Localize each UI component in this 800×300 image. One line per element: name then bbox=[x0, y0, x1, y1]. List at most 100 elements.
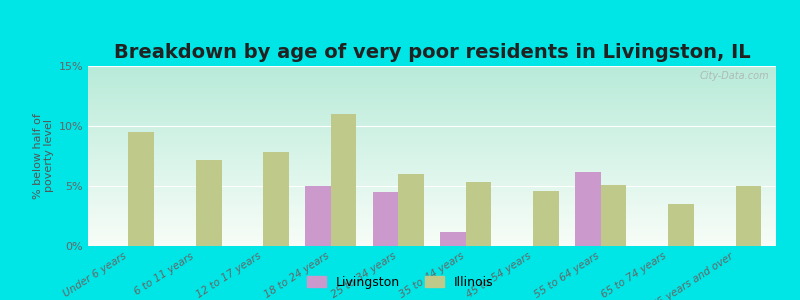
Y-axis label: % below half of
poverty level: % below half of poverty level bbox=[33, 113, 54, 199]
Bar bbox=[88, 204, 776, 205]
Bar bbox=[575, 172, 601, 246]
Bar bbox=[88, 113, 776, 114]
Bar bbox=[88, 104, 776, 105]
Bar bbox=[373, 192, 398, 246]
Bar bbox=[88, 230, 776, 231]
Bar bbox=[331, 114, 357, 246]
Bar bbox=[398, 174, 424, 246]
Bar bbox=[88, 175, 776, 176]
Bar bbox=[88, 169, 776, 170]
Bar bbox=[88, 161, 776, 162]
Bar bbox=[88, 223, 776, 224]
Bar bbox=[88, 231, 776, 232]
Bar bbox=[88, 205, 776, 206]
Bar bbox=[88, 214, 776, 215]
Bar bbox=[88, 153, 776, 154]
Bar bbox=[88, 139, 776, 140]
Bar bbox=[88, 193, 776, 194]
Bar bbox=[88, 71, 776, 72]
Bar bbox=[88, 168, 776, 169]
Bar bbox=[88, 187, 776, 188]
Bar bbox=[196, 160, 222, 246]
Bar bbox=[88, 171, 776, 172]
Bar bbox=[88, 165, 776, 166]
Bar bbox=[88, 228, 776, 229]
Bar bbox=[88, 93, 776, 94]
Bar bbox=[88, 156, 776, 157]
Bar bbox=[88, 173, 776, 174]
Bar bbox=[88, 98, 776, 99]
Bar bbox=[88, 234, 776, 235]
Bar bbox=[88, 164, 776, 165]
Bar bbox=[88, 224, 776, 225]
Bar bbox=[88, 123, 776, 124]
Bar bbox=[88, 90, 776, 91]
Bar bbox=[88, 206, 776, 207]
Bar bbox=[88, 125, 776, 126]
Bar bbox=[88, 137, 776, 138]
Bar bbox=[88, 119, 776, 120]
Bar bbox=[88, 67, 776, 68]
Bar bbox=[88, 112, 776, 113]
Bar bbox=[88, 239, 776, 240]
Bar bbox=[88, 74, 776, 75]
Bar bbox=[88, 77, 776, 78]
Bar bbox=[88, 132, 776, 133]
Bar bbox=[88, 92, 776, 93]
Bar bbox=[88, 199, 776, 200]
Bar bbox=[88, 81, 776, 82]
Bar bbox=[88, 136, 776, 137]
Bar bbox=[88, 155, 776, 156]
Bar bbox=[88, 241, 776, 242]
Bar bbox=[88, 216, 776, 217]
Bar bbox=[88, 88, 776, 89]
Bar bbox=[88, 83, 776, 84]
Bar bbox=[88, 102, 776, 103]
Bar bbox=[88, 106, 776, 107]
Bar bbox=[88, 109, 776, 110]
Bar bbox=[88, 222, 776, 223]
Bar bbox=[88, 240, 776, 241]
Bar bbox=[88, 196, 776, 197]
Bar bbox=[88, 135, 776, 136]
Bar bbox=[88, 154, 776, 155]
Bar bbox=[88, 203, 776, 204]
Bar bbox=[735, 186, 761, 246]
Bar bbox=[88, 94, 776, 95]
Bar bbox=[88, 179, 776, 180]
Bar bbox=[88, 87, 776, 88]
Bar bbox=[88, 188, 776, 189]
Bar bbox=[88, 229, 776, 230]
Bar bbox=[466, 182, 491, 246]
Bar bbox=[88, 218, 776, 219]
Title: Breakdown by age of very poor residents in Livingston, IL: Breakdown by age of very poor residents … bbox=[114, 43, 750, 62]
Bar bbox=[88, 133, 776, 134]
Bar bbox=[263, 152, 289, 246]
Bar bbox=[88, 148, 776, 149]
Bar bbox=[88, 178, 776, 179]
Bar bbox=[88, 200, 776, 201]
Bar bbox=[88, 82, 776, 83]
Bar bbox=[88, 141, 776, 142]
Bar bbox=[88, 217, 776, 218]
Bar bbox=[88, 213, 776, 214]
Bar bbox=[88, 116, 776, 117]
Bar bbox=[88, 160, 776, 161]
Bar bbox=[88, 235, 776, 236]
Bar bbox=[88, 89, 776, 90]
Bar bbox=[88, 185, 776, 186]
Bar bbox=[88, 91, 776, 92]
Bar bbox=[88, 244, 776, 245]
Bar bbox=[88, 111, 776, 112]
Bar bbox=[88, 147, 776, 148]
Bar bbox=[88, 146, 776, 147]
Bar bbox=[88, 237, 776, 238]
Bar bbox=[88, 128, 776, 129]
Bar bbox=[129, 132, 154, 246]
Bar bbox=[88, 232, 776, 233]
Bar bbox=[88, 73, 776, 74]
Bar bbox=[88, 245, 776, 246]
Bar bbox=[88, 105, 776, 106]
Bar bbox=[88, 182, 776, 183]
Bar bbox=[88, 225, 776, 226]
